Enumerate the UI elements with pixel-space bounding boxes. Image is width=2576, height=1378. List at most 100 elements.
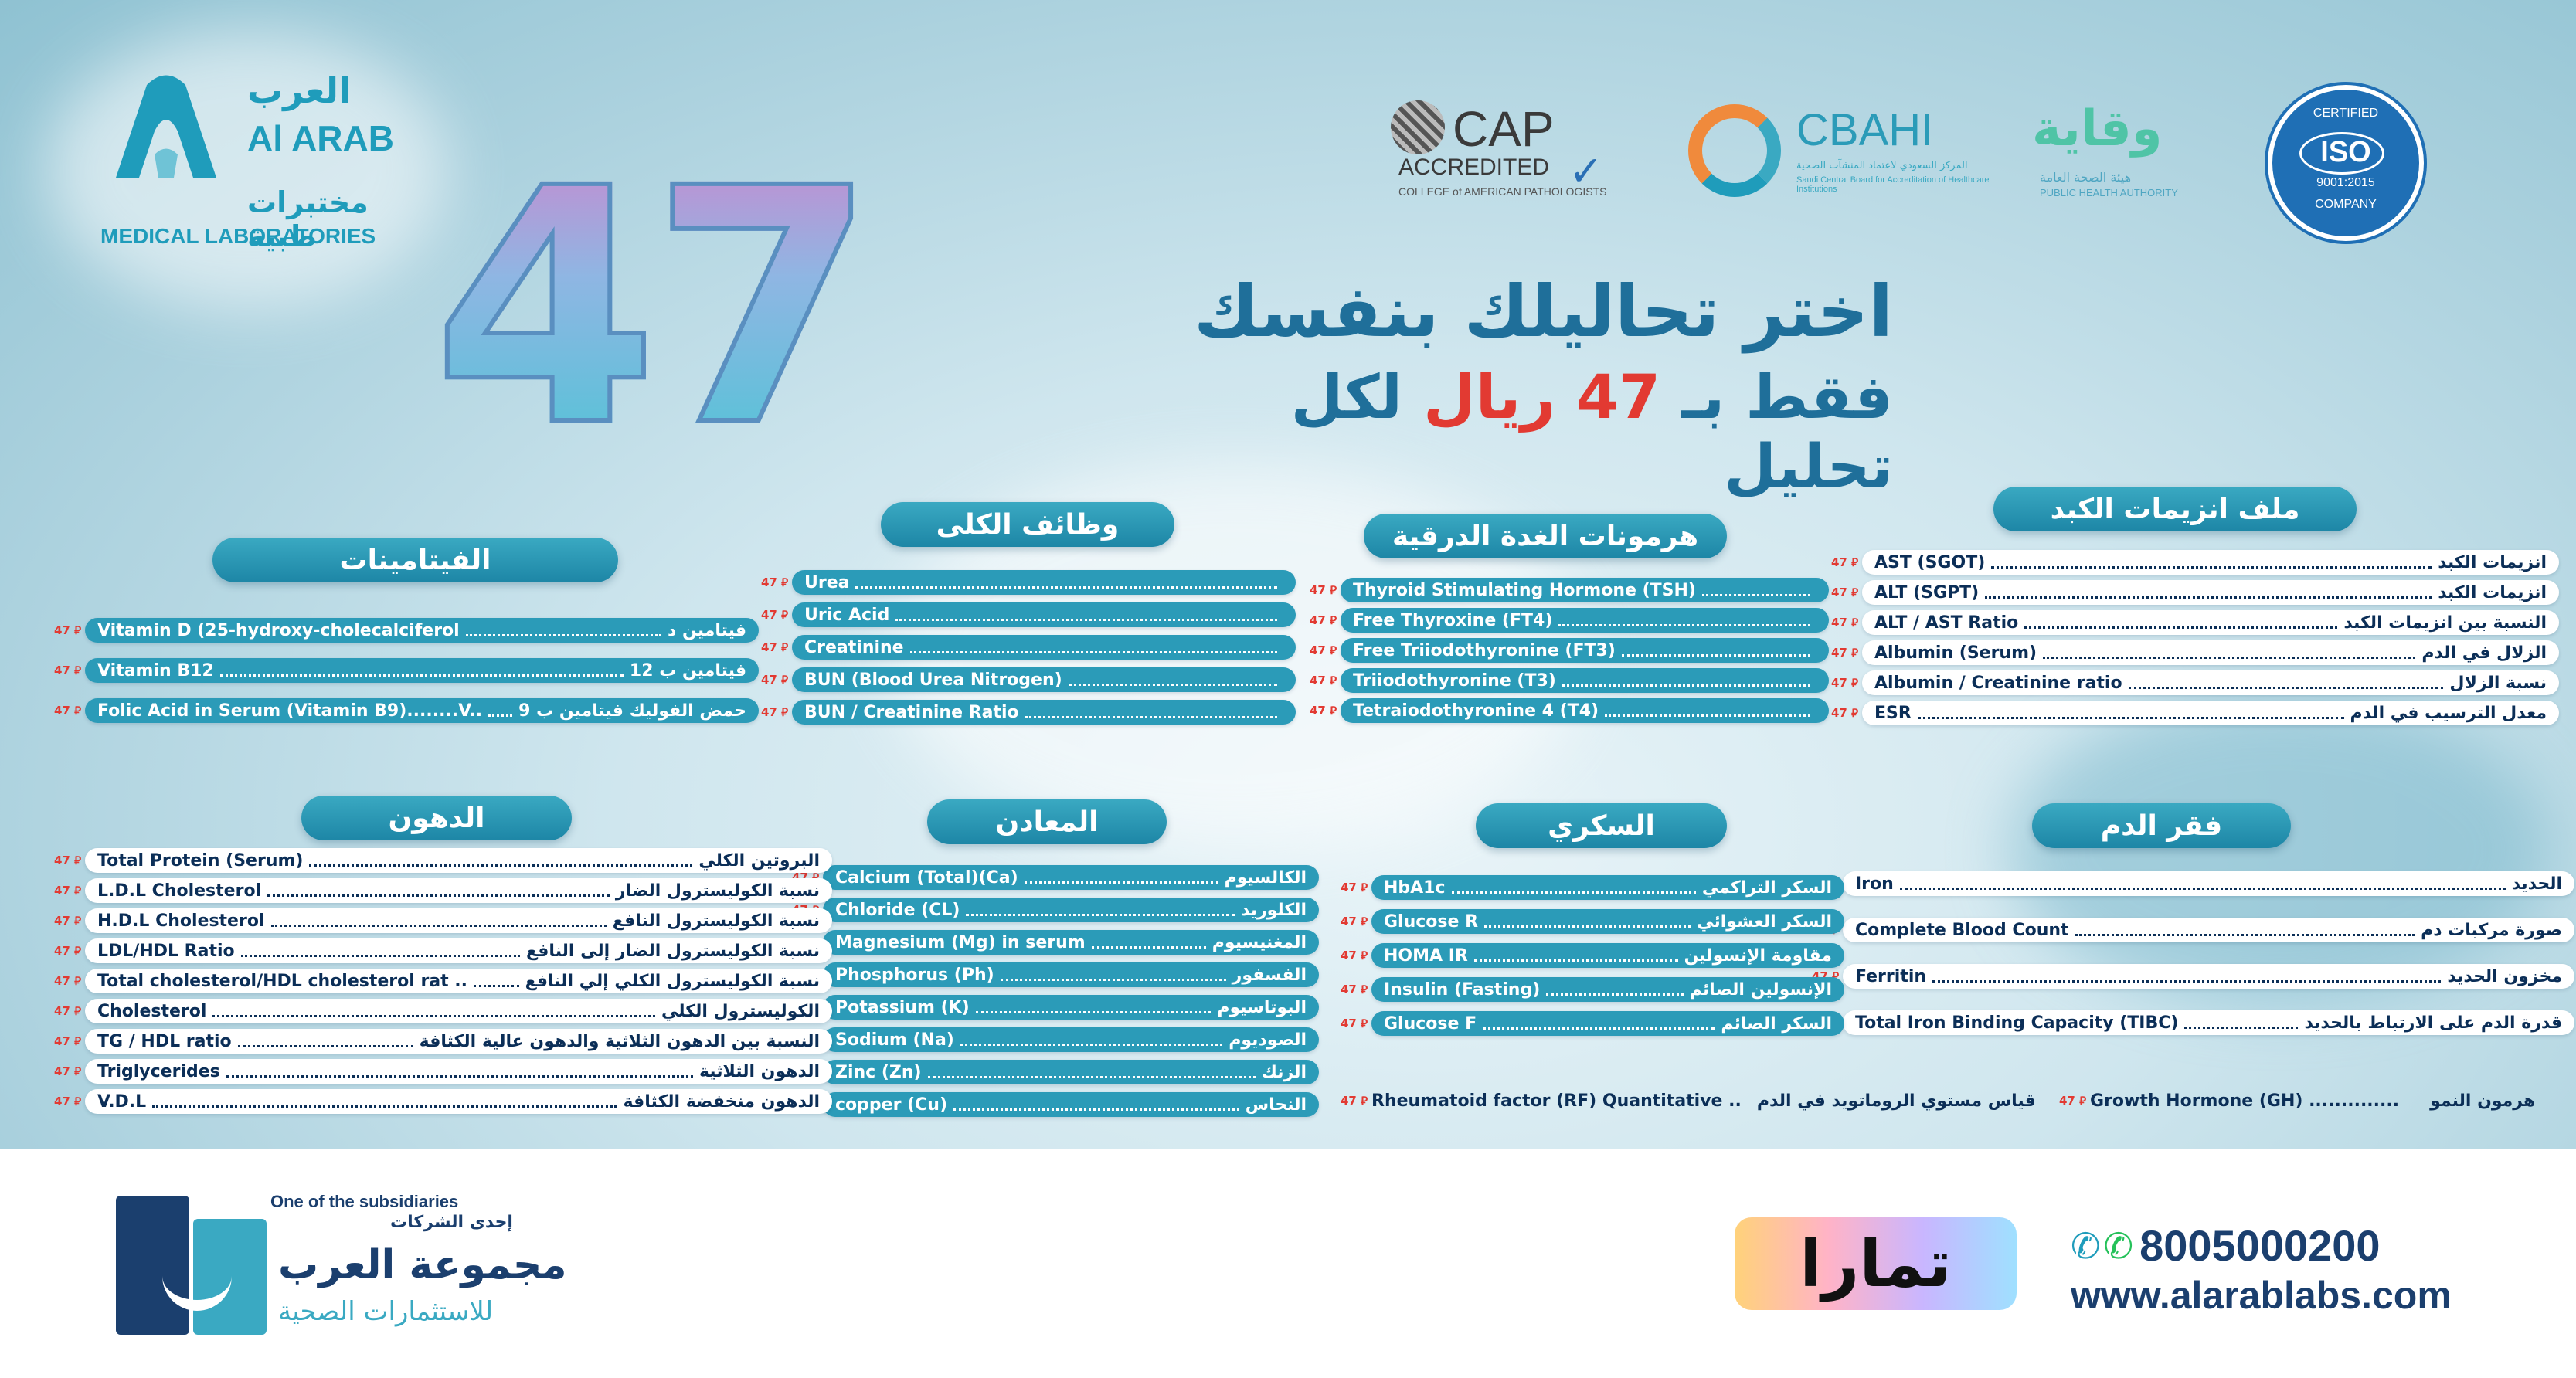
liver-item-ar: انزيمات الكبد: [2438, 552, 2547, 572]
dot-leader: [1451, 891, 1696, 894]
lipids-item-bar: H.D.L Cholesterol نسبة الكوليسترول النافع: [85, 908, 832, 933]
price-tag: 47 ⃁: [1831, 555, 1859, 569]
vitamins-item-ar: فيتامين ب 12: [629, 660, 746, 681]
anemia-item-en: Complete Blood Count: [1855, 920, 2069, 940]
anemia-item: 47 ⃁Total Iron Binding Capacity (TIBC)قد…: [1812, 1010, 2574, 1035]
price-tag: 47 ⃁: [1310, 643, 1337, 657]
vitamins-item: 47 ⃁ Vitamin D (25-hydroxy-cholecalcifero…: [54, 618, 759, 643]
price-tag: 47 ⃁: [1310, 703, 1337, 718]
extra-rheuma: 47 ⃁ Rheumatoid factor (RF) Quantitative…: [1341, 1091, 2036, 1111]
extra-growth: 47 ⃁ Growth Hormone (GH) .............. …: [2059, 1091, 2535, 1111]
vitamins-item-ar: فيتامين د: [668, 620, 746, 640]
weqaya-logo: وقاية هيئة الصحة العامة PUBLIC HEALTH AU…: [2032, 100, 2217, 209]
lipids-item-bar: L.D.L Cholesterol نسبة الكوليسترول الضار: [85, 878, 832, 903]
thyroid-item-en: Triiodothyronine (T3): [1353, 670, 1556, 691]
cap-seal-icon: [1391, 100, 1445, 154]
cap-title: CAP: [1453, 101, 1555, 157]
price-tag: 47 ⃁: [54, 623, 82, 637]
lipids-item-en: TG / HDL ratio: [97, 1031, 232, 1051]
cap-caption: COLLEGE of AMERICAN PATHOLOGISTS: [1398, 185, 1607, 198]
diabetes-item-ar: الإنسولين الصائم: [1689, 979, 1832, 1000]
contact-phone[interactable]: ✆ ✆ 8005000200: [2071, 1220, 2381, 1271]
minerals-item-en: copper (Cu): [835, 1095, 947, 1115]
kidney-item: 47 ⃁ Creatinine: [761, 635, 1296, 660]
thyroid-item-bar: Tetraiodothyronine 4 (T4): [1341, 698, 1829, 723]
brand-sub-ar: مختبرات طبية: [247, 185, 369, 253]
al-arab-logo-icon: [116, 75, 216, 178]
lipids-item-en: Total cholesterol/HDL cholesterol rat ..: [97, 971, 468, 991]
subsidiary-en: One of the subsidiaries: [270, 1192, 459, 1211]
vitamins-item-bar: Vitamin B12 فيتامين ب 12: [85, 658, 759, 683]
section-title-thyroid: هرمونات الغدة الدرقية: [1364, 514, 1727, 558]
diabetes-item: 47 ⃁ Glucose R السكر العشوائي: [1341, 909, 1844, 934]
lipids-item: 47 ⃁ V.D.L الدهون منخفضة الكثافة: [54, 1089, 832, 1114]
section-title-minerals: المعادن: [927, 799, 1167, 844]
liver-item: 47 ⃁ Albumin (Serum) الزلال في الدم: [1831, 640, 2559, 665]
dot-leader: [855, 585, 1277, 589]
thyroid-item-en: Free Thyroxine (FT4): [1353, 610, 1553, 630]
minerals-item: 47 ⃁Chloride (CL)الكلوريد: [792, 898, 1319, 922]
price-tag: 47 ⃁: [1341, 1094, 1368, 1108]
vitamins-item-bar: Folic Acid in Serum (Vitamin B9)........…: [85, 698, 759, 723]
lipids-item-ar: البروتين الكلي: [698, 850, 820, 871]
diabetes-item: 47 ⃁ Insulin (Fasting) الإنسولين الصائم: [1341, 977, 1844, 1002]
kidney-item-en: Creatinine: [804, 637, 904, 657]
cap-logo: CAP ACCREDITED ✓ COLLEGE of AMERICAN PAT…: [1391, 100, 1653, 209]
lipids-item: 47 ⃁ H.D.L Cholesterol نسبة الكوليسترول ال…: [54, 908, 832, 933]
weqaya-ar: وقاية: [2032, 100, 2163, 158]
dot-leader: [895, 618, 1277, 621]
minerals-item-en: Zinc (Zn): [835, 1062, 922, 1082]
diabetes-item-bar: Insulin (Fasting) الإنسولين الصائم: [1371, 977, 1844, 1002]
minerals-item-ar: الزنك: [1261, 1062, 1307, 1082]
price-tag: 47 ⃁: [54, 973, 82, 988]
lipids-item-en: H.D.L Cholesterol: [97, 911, 265, 931]
dot-leader: [1621, 653, 1810, 657]
extra-growth-en: Growth Hormone (GH) ..............: [2090, 1091, 2400, 1111]
price-tag: 47 ⃁: [54, 943, 82, 958]
lipids-item: 47 ⃁ Triglycerides الدهون الثلاثية: [54, 1059, 832, 1084]
lipids-item-bar: Total cholesterol/HDL cholesterol rat ..…: [85, 969, 832, 993]
minerals-item: 47 ⃁Zinc (Zn)الزنك: [792, 1060, 1319, 1084]
dot-leader: [2128, 686, 2444, 689]
dot-leader: [237, 1044, 413, 1047]
price-tag: 47 ⃁: [1341, 982, 1368, 996]
group-sub-ar: للاستثمارات الصحية: [278, 1296, 494, 1327]
weqaya-sub-ar: هيئة الصحة العامة: [2040, 170, 2132, 185]
price-tag: 47 ⃁: [761, 704, 789, 719]
thyroid-item: 47 ⃁ Tetraiodothyronine 4 (T4): [1310, 698, 1829, 723]
website-link[interactable]: www.alarablabs.com: [2071, 1274, 2452, 1317]
liver-item-en: Albumin (Serum): [1874, 643, 2037, 663]
minerals-item: 47 ⃁Phosphorus (Ph)الفسفور: [792, 962, 1319, 987]
section-title-kidney: وظائف الكلى: [881, 502, 1174, 547]
lipids-item-bar: Cholesterol الكوليسترول الكلي: [85, 999, 832, 1023]
bg-blob: [46, 31, 448, 309]
thyroid-item-en: Free Triiodothyronine (FT3): [1353, 640, 1616, 660]
minerals-item-bar: copper (Cu) النحاس: [823, 1092, 1319, 1117]
liver-item-bar: ALT / AST Ratio النسبة بين انزيمات الكبد: [1862, 610, 2559, 635]
dot-leader: [1991, 565, 2432, 569]
dot-leader: [1605, 714, 1810, 717]
lipids-item-bar: V.D.L الدهون منخفضة الكثافة: [85, 1089, 832, 1114]
cbahi-ring-icon: [1688, 104, 1781, 197]
kidney-item-en: BUN (Blood Urea Nitrogen): [804, 670, 1062, 690]
dot-leader: [1701, 593, 1810, 596]
anemia-item-ar: صورة مركبات دم: [2421, 920, 2562, 940]
dot-leader: [960, 1043, 1223, 1046]
vitamins-item-en: Folic Acid in Serum (Vitamin B9)........…: [97, 701, 483, 721]
tamara-logo[interactable]: تمارا: [1735, 1217, 2017, 1310]
big-47: 47: [430, 120, 878, 497]
price-tag: 47 ⃁: [54, 703, 82, 718]
diabetes-item-bar: HbA1c السكر التراكمي: [1371, 875, 1844, 900]
lipids-item-en: Cholesterol: [97, 1001, 207, 1021]
lipids-item: 47 ⃁ Cholesterol الكوليسترول الكلي: [54, 999, 832, 1023]
dot-leader: [927, 1075, 1256, 1078]
price-tag: 47 ⃁: [2059, 1094, 2087, 1108]
dot-leader: [1473, 959, 1678, 962]
kidney-item-bar: BUN (Blood Urea Nitrogen): [792, 667, 1296, 692]
dot-leader: [270, 924, 607, 927]
price-tag: 47 ⃁: [54, 1094, 82, 1108]
dot-leader: [219, 674, 624, 677]
anemia-item-ar: مخزون الحديد: [2447, 966, 2562, 986]
section-title-diabetes: السكري: [1476, 803, 1727, 848]
